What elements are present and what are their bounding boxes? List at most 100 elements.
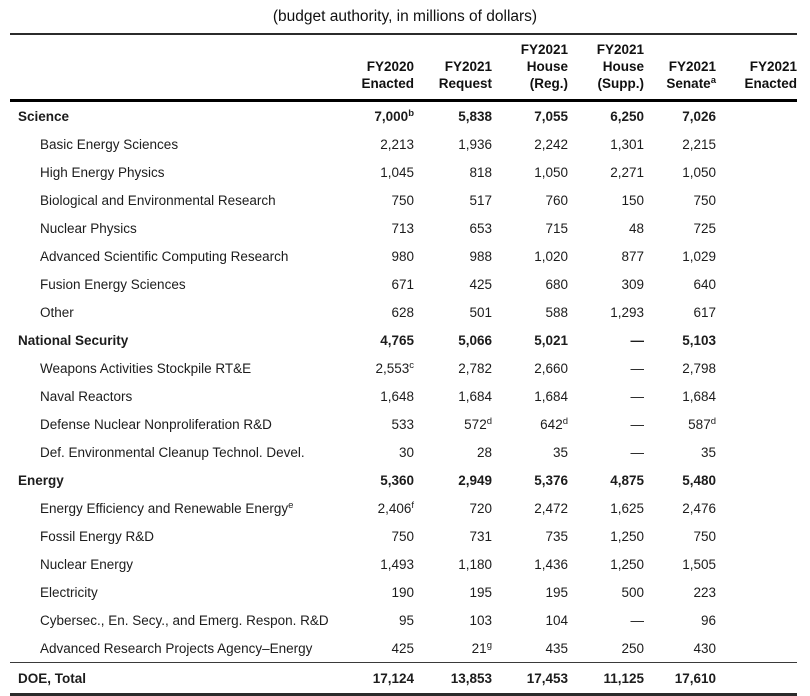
value-cell: 21g [471, 639, 492, 656]
column-header-line: Enacted [744, 76, 797, 91]
value-cell [716, 410, 797, 438]
row-label: Naval Reactors [40, 388, 133, 404]
value-cell [716, 550, 797, 578]
value-cell: 195 [469, 584, 492, 600]
value-cell: 5,480 [682, 472, 716, 488]
value-cell [716, 438, 797, 466]
value-cell: 4,765 [380, 332, 414, 348]
value-cell: 750 [693, 192, 716, 208]
column-header-line: FY2021 [444, 59, 492, 74]
value-cell: 17,610 [644, 662, 716, 695]
footnote-marker: d [710, 415, 716, 427]
value-cell: 5,066 [458, 332, 492, 348]
value-cell: 103 [469, 612, 492, 628]
value-cell [716, 634, 797, 663]
value-cell: 1,493 [380, 556, 414, 572]
column-header-line: (Reg.) [529, 76, 568, 91]
value-cell: 750 [391, 528, 414, 544]
value-cell: 1,936 [458, 136, 492, 152]
value-cell: 1,648 [380, 388, 414, 404]
row-label: Fossil Energy R&D [40, 528, 155, 544]
value-cell: 617 [693, 304, 716, 320]
value-cell: 680 [545, 276, 568, 292]
column-header-line: House [526, 59, 568, 74]
table-row: Advanced Research Projects Agency–Energy… [10, 634, 797, 663]
value-cell: — [630, 612, 645, 628]
footnote-marker: b [408, 107, 414, 119]
value-cell: 5,103 [682, 332, 716, 348]
row-label: Basic Energy Sciences [40, 136, 179, 152]
row-label-column-header [10, 34, 346, 102]
footnote-marker: d [562, 415, 568, 427]
value-cell [716, 214, 797, 242]
table-caption: (budget authority, in millions of dollar… [272, 8, 538, 25]
value-cell: 500 [621, 584, 644, 600]
row-label: Nuclear Physics [40, 220, 137, 236]
footnote-marker: f [411, 499, 414, 511]
row-label: High Energy Physics [40, 164, 165, 180]
table-row: Defense Nuclear Nonproliferation R&D 533 5… [10, 410, 797, 438]
value-cell: 760 [545, 192, 568, 208]
row-label: Def. Environmental Cleanup Technol. Deve… [40, 444, 305, 460]
value-cell: 17,124 [346, 662, 414, 695]
value-cell: 735 [545, 528, 568, 544]
value-cell: 2,215 [682, 136, 716, 152]
footnote-marker: d [486, 415, 492, 427]
row-label: Defense Nuclear Nonproliferation R&D [40, 416, 272, 432]
value-cell [716, 186, 797, 214]
value-cell: 7,026 [682, 108, 716, 124]
column-header-line: FY2021 [749, 59, 797, 74]
table-row: Energy Efficiency and Renewable Energye 2… [10, 494, 797, 522]
table-row: Advanced Scientific Computing Research 98… [10, 242, 797, 270]
value-cell: 1,180 [458, 556, 492, 572]
value-cell: 572d [464, 415, 492, 432]
column-header: FY2021 House (Reg.) [492, 34, 568, 102]
value-cell: 1,436 [534, 556, 568, 572]
value-cell: 5,360 [380, 472, 414, 488]
value-cell: 104 [545, 612, 568, 628]
value-cell: 6,250 [610, 108, 644, 124]
table-row: Electricity 190 195 195 500 223 [10, 578, 797, 606]
column-header: FY2021 House (Supp.) [568, 34, 645, 102]
value-cell: 725 [693, 220, 716, 236]
value-cell: 5,021 [534, 332, 568, 348]
value-cell: 877 [621, 248, 644, 264]
value-cell: 713 [391, 220, 414, 236]
row-label: DOE, Total [10, 662, 346, 695]
budget-table: FY2020 Enacted FY2021 Request FY2021 House (Re… [10, 33, 797, 696]
table-row-section: National Security 4,765 5,066 5,021 — 5,103 [10, 326, 797, 354]
value-cell: 1,505 [682, 556, 716, 572]
value-cell: 501 [469, 304, 492, 320]
row-label: Nuclear Energy [40, 556, 134, 572]
column-header: FY2021 Request [414, 34, 492, 102]
value-cell: 2,213 [380, 136, 414, 152]
value-cell: 4,875 [610, 472, 644, 488]
value-cell: 435 [545, 640, 568, 656]
value-cell: 190 [391, 584, 414, 600]
table-row: Nuclear Energy 1,493 1,180 1,436 1,250 1,505 [10, 550, 797, 578]
column-header: FY2021 Enacted [716, 34, 797, 102]
value-cell: 640 [693, 276, 716, 292]
value-cell: 2,271 [610, 164, 644, 180]
value-cell: 1,050 [682, 164, 716, 180]
value-cell: 2,476 [682, 500, 716, 516]
value-cell [716, 522, 797, 550]
column-header-line: (Supp.) [597, 76, 645, 91]
value-cell [716, 354, 797, 382]
row-label: Other [40, 304, 74, 320]
value-cell [716, 662, 797, 695]
value-cell: 309 [621, 276, 644, 292]
value-cell [716, 494, 797, 522]
table-row-total: DOE, Total 17,124 13,853 17,453 11,125 17,610 [10, 662, 797, 695]
footnote-marker: e [288, 499, 294, 511]
value-cell [716, 298, 797, 326]
value-cell: 1,050 [534, 164, 568, 180]
table-row: Other 628 501 588 1,293 617 [10, 298, 797, 326]
table-row: High Energy Physics 1,045 818 1,050 2,271 1,0… [10, 158, 797, 186]
row-label: Science [18, 108, 70, 124]
value-cell: — [630, 332, 645, 348]
table-row: Fusion Energy Sciences 671 425 680 309 640 [10, 270, 797, 298]
value-cell: 1,301 [610, 136, 644, 152]
value-cell [716, 466, 797, 494]
value-cell: 1,293 [610, 304, 644, 320]
